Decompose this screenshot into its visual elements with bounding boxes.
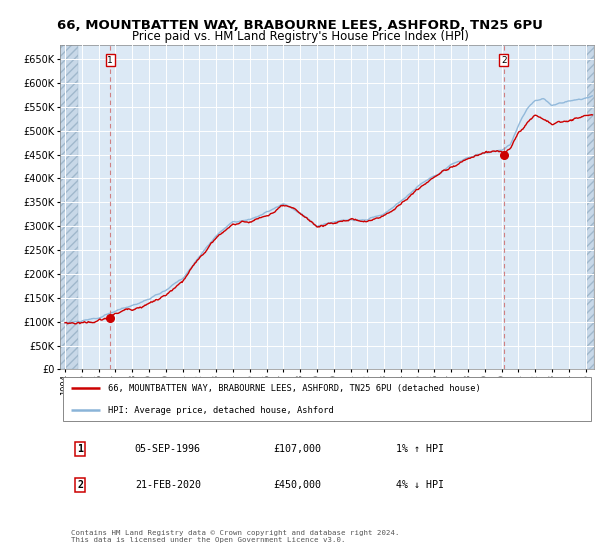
FancyBboxPatch shape xyxy=(62,377,592,421)
Text: 1: 1 xyxy=(107,55,113,64)
Text: 1% ↑ HPI: 1% ↑ HPI xyxy=(397,444,445,454)
Text: 4% ↓ HPI: 4% ↓ HPI xyxy=(397,480,445,490)
Text: 1: 1 xyxy=(77,444,83,454)
Text: 66, MOUNTBATTEN WAY, BRABOURNE LEES, ASHFORD, TN25 6PU: 66, MOUNTBATTEN WAY, BRABOURNE LEES, ASH… xyxy=(57,18,543,32)
Text: Contains HM Land Registry data © Crown copyright and database right 2024.
This d: Contains HM Land Registry data © Crown c… xyxy=(71,530,399,544)
Text: 2: 2 xyxy=(501,55,506,64)
Text: £450,000: £450,000 xyxy=(274,480,322,490)
Text: 05-SEP-1996: 05-SEP-1996 xyxy=(135,444,201,454)
Text: 2: 2 xyxy=(77,480,83,490)
Text: £107,000: £107,000 xyxy=(274,444,322,454)
Text: Price paid vs. HM Land Registry's House Price Index (HPI): Price paid vs. HM Land Registry's House … xyxy=(131,30,469,44)
Text: HPI: Average price, detached house, Ashford: HPI: Average price, detached house, Ashf… xyxy=(108,406,334,415)
Text: 66, MOUNTBATTEN WAY, BRABOURNE LEES, ASHFORD, TN25 6PU (detached house): 66, MOUNTBATTEN WAY, BRABOURNE LEES, ASH… xyxy=(108,384,481,393)
Text: 21-FEB-2020: 21-FEB-2020 xyxy=(135,480,201,490)
